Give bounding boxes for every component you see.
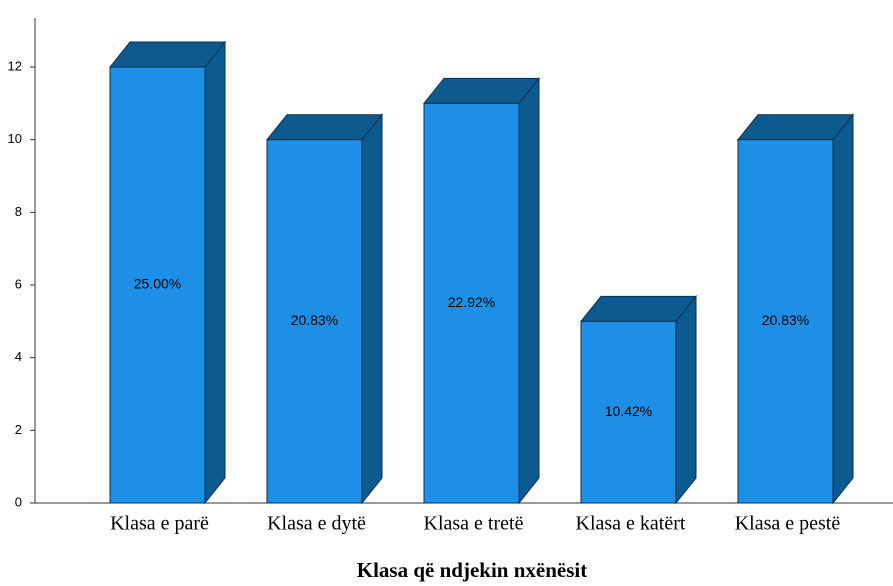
bar — [108, 40, 227, 505]
x-tick-label: Klasa e dytë — [267, 513, 366, 535]
x-tick-label: Klasa e tretë — [424, 513, 524, 535]
y-tick-label: 8 — [15, 204, 22, 219]
y-tick-label: 4 — [15, 349, 22, 364]
bar-front — [266, 139, 363, 504]
bar-top — [108, 41, 227, 68]
x-tick-label: Klasa e parë — [110, 513, 209, 535]
bar — [736, 113, 855, 505]
bar-top — [422, 77, 541, 104]
data-label: 10.42% — [605, 403, 652, 419]
y-tick-label: 10 — [8, 131, 22, 146]
x-axis-title: Klasa që ndjekin nxënësit — [357, 558, 587, 582]
bar — [265, 113, 384, 505]
bar-side — [832, 113, 854, 505]
bar-side — [518, 76, 540, 505]
bar — [422, 76, 541, 505]
bar-top — [736, 114, 855, 141]
data-label: 20.83% — [762, 312, 809, 328]
bar-front — [737, 139, 834, 504]
bar — [579, 294, 698, 505]
bar-front — [109, 66, 206, 504]
y-tick-label: 0 — [15, 494, 22, 509]
data-label: 25.00% — [134, 276, 181, 292]
bar-side — [361, 113, 383, 505]
y-tick-label: 12 — [8, 58, 22, 73]
data-label: 20.83% — [291, 312, 338, 328]
bar-side — [675, 294, 697, 505]
x-tick-label: Klasa e katërt — [576, 513, 686, 535]
bar-side — [204, 40, 226, 505]
bar-front — [580, 320, 677, 504]
bar-top — [579, 295, 698, 322]
bar-front — [423, 102, 520, 504]
x-tick-label: Klasa e pestë — [735, 513, 841, 535]
data-label: 22.92% — [448, 294, 495, 310]
bar-top — [265, 114, 384, 141]
y-tick-label: 6 — [15, 276, 22, 291]
y-tick-label: 2 — [15, 422, 22, 437]
